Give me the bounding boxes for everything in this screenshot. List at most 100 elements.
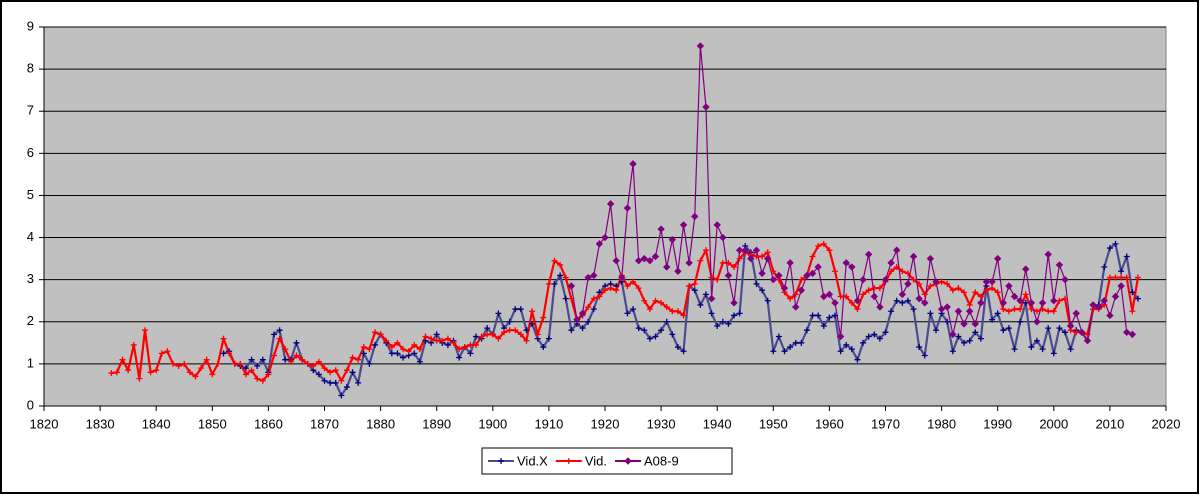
- marker: [904, 297, 911, 304]
- marker: [965, 307, 974, 315]
- marker: [668, 235, 677, 244]
- marker: [949, 287, 956, 294]
- marker: [254, 375, 261, 382]
- marker: [798, 339, 805, 346]
- marker: [787, 344, 794, 351]
- marker: [113, 369, 120, 376]
- marker: [1128, 330, 1137, 339]
- marker: [859, 275, 867, 284]
- marker: [786, 259, 794, 267]
- x-tick-label: 1950: [759, 416, 788, 431]
- marker: [1106, 311, 1114, 320]
- marker: [820, 322, 827, 329]
- marker: [338, 377, 345, 384]
- marker: [405, 348, 412, 355]
- marker: [242, 365, 249, 372]
- marker: [853, 297, 862, 305]
- marker: [680, 312, 687, 319]
- marker: [832, 268, 839, 275]
- marker: [848, 263, 856, 271]
- marker: [1123, 274, 1130, 281]
- marker: [1100, 297, 1108, 305]
- marker: [147, 369, 154, 376]
- marker: [630, 306, 637, 313]
- marker: [910, 276, 917, 283]
- marker: [557, 261, 564, 268]
- marker: [1072, 309, 1080, 318]
- marker: [798, 276, 805, 283]
- marker: [153, 367, 160, 374]
- marker: [175, 362, 182, 369]
- marker: [130, 341, 137, 348]
- marker: [646, 257, 654, 265]
- marker: [993, 254, 1002, 263]
- marker: [237, 360, 244, 367]
- marker: [803, 327, 810, 334]
- marker: [624, 310, 631, 317]
- marker: [271, 352, 278, 359]
- marker: [349, 369, 356, 376]
- marker: [545, 335, 552, 342]
- marker: [713, 221, 721, 229]
- marker: [809, 312, 816, 319]
- marker: [697, 257, 704, 264]
- marker: [529, 320, 536, 327]
- marker: [416, 346, 423, 353]
- marker: [775, 271, 783, 280]
- marker: [792, 339, 799, 346]
- x-tick-label: 1910: [534, 416, 563, 431]
- plot-area: [43, 26, 1167, 407]
- marker: [814, 263, 822, 271]
- marker: [1129, 289, 1136, 296]
- x-tick-label: 1970: [871, 416, 900, 431]
- marker: [567, 282, 576, 290]
- marker: [343, 367, 350, 374]
- marker: [1028, 306, 1035, 313]
- marker: [472, 333, 479, 340]
- marker: [158, 350, 165, 357]
- marker: [854, 306, 861, 313]
- marker: [1112, 240, 1119, 247]
- marker: [926, 254, 935, 263]
- marker: [943, 303, 951, 311]
- marker: [293, 352, 300, 359]
- marker: [259, 377, 266, 384]
- marker: [915, 294, 923, 303]
- marker: [893, 297, 900, 304]
- marker: [989, 285, 996, 292]
- marker: [612, 257, 620, 265]
- marker: [982, 278, 991, 286]
- marker: [870, 292, 878, 301]
- marker: [658, 299, 665, 306]
- marker: [1039, 306, 1046, 313]
- marker: [478, 333, 485, 340]
- marker: [899, 268, 906, 275]
- x-tick-label: 1860: [254, 416, 283, 431]
- marker: [1050, 308, 1057, 315]
- marker: [736, 255, 743, 262]
- marker: [601, 233, 609, 242]
- marker: [887, 259, 895, 267]
- marker: [669, 331, 676, 338]
- legend-label: Vid.: [585, 453, 607, 468]
- marker: [506, 327, 513, 334]
- marker: [921, 291, 928, 298]
- marker: [1016, 297, 1024, 305]
- marker: [663, 318, 670, 325]
- marker: [971, 320, 979, 328]
- marker: [119, 356, 126, 363]
- marker: [242, 371, 249, 378]
- y-tick-label: 6: [27, 145, 34, 160]
- marker: [198, 365, 205, 372]
- marker: [753, 280, 760, 287]
- marker: [1061, 275, 1069, 284]
- x-tick-label: 2000: [1039, 416, 1068, 431]
- marker: [787, 295, 794, 302]
- marker: [377, 331, 384, 338]
- marker: [921, 299, 929, 307]
- marker: [888, 308, 895, 315]
- marker: [607, 285, 614, 292]
- marker: [444, 341, 451, 348]
- marker: [652, 297, 659, 304]
